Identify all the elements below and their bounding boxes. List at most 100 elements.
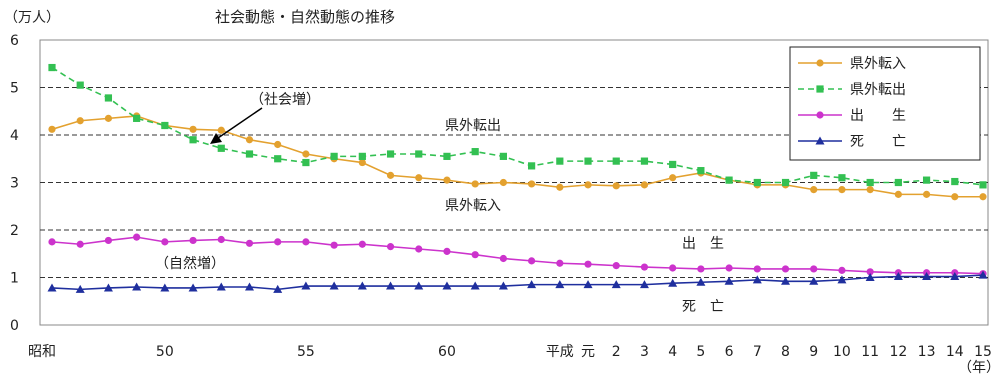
x-tick-label: 8 [781, 344, 790, 360]
y-tick-label: 6 [10, 33, 19, 49]
data-point [443, 247, 451, 255]
data-point [838, 186, 846, 194]
data-point [160, 283, 170, 292]
data-point [781, 276, 791, 285]
data-point [302, 150, 310, 158]
data-point [357, 281, 367, 290]
data-point [696, 277, 706, 286]
series-layer [47, 63, 988, 293]
data-point [443, 152, 451, 160]
data-point [668, 278, 678, 287]
data-point [301, 281, 311, 290]
data-point [330, 241, 338, 249]
data-point [894, 190, 902, 198]
data-point [810, 186, 818, 194]
data-point [274, 238, 282, 246]
legend-label: 死 亡 [850, 134, 906, 150]
data-point [865, 273, 875, 281]
data-point [922, 190, 931, 198]
data-point [725, 176, 733, 184]
data-point [893, 272, 903, 281]
data-point [816, 85, 824, 93]
x-tick-label: 60 [438, 344, 456, 360]
data-point [274, 155, 282, 163]
data-point [329, 281, 339, 290]
data-point [217, 235, 225, 244]
x-tick-label: 元 [581, 344, 595, 360]
annotation-tenshutsu: 県外転出 [445, 118, 501, 134]
data-point [816, 59, 824, 67]
annotation-natural: （自然増） [155, 255, 225, 272]
data-point [528, 180, 536, 188]
x-tick-label: 14 [946, 344, 964, 360]
series-line [51, 236, 984, 275]
data-point [47, 283, 57, 292]
data-point [810, 171, 818, 179]
data-point [669, 160, 677, 169]
data-point [640, 263, 649, 271]
data-point [838, 266, 846, 274]
data-point [838, 174, 846, 182]
data-point [697, 167, 705, 175]
data-point [273, 284, 283, 293]
data-point [75, 284, 85, 293]
data-point [809, 276, 819, 285]
series-line [51, 274, 984, 291]
data-point [244, 282, 254, 291]
y-tick-label: 3 [10, 176, 19, 192]
data-point [894, 178, 902, 187]
series-group [48, 233, 987, 278]
data-point [528, 257, 536, 265]
x-tick-label: 5 [696, 344, 705, 360]
data-point [556, 183, 564, 191]
annotation-tennyu: 県外転入 [445, 198, 501, 214]
data-point [753, 265, 761, 273]
data-point [837, 275, 847, 284]
data-point [386, 150, 395, 158]
x-tick-label: 昭和 [28, 344, 56, 360]
data-point [76, 117, 84, 125]
data-point [104, 236, 113, 245]
data-point [471, 180, 479, 188]
data-point [442, 281, 452, 290]
data-point [48, 238, 56, 246]
series-line [51, 66, 984, 186]
data-point [612, 262, 620, 270]
data-point [584, 260, 592, 268]
data-point [132, 282, 142, 291]
data-point [922, 272, 932, 281]
x-tick-label: 平成 [546, 344, 574, 360]
data-point [443, 176, 451, 184]
data-point [527, 280, 537, 289]
x-tick-label: 2 [612, 344, 621, 360]
x-tick-label: 50 [156, 344, 174, 360]
data-point [669, 264, 677, 272]
annotation-shibou: 死 亡 [682, 299, 724, 315]
data-point [499, 152, 507, 160]
data-point [612, 157, 620, 165]
data-point [697, 265, 705, 273]
y-tick-labels: 0 1 2 3 4 5 6 [10, 33, 19, 334]
data-point [866, 268, 874, 276]
data-point [103, 283, 113, 292]
x-tick-label: 9 [809, 344, 818, 360]
data-point [866, 186, 874, 194]
data-point [498, 281, 508, 290]
data-point [133, 233, 141, 241]
data-point [556, 259, 564, 267]
data-point [583, 280, 593, 289]
annotation-shussei: 出 生 [682, 236, 724, 252]
data-point [302, 158, 310, 167]
data-point [217, 126, 225, 134]
y-tick-label: 0 [10, 318, 19, 334]
data-point [104, 94, 113, 102]
data-point [48, 125, 56, 133]
legend-label: 出 生 [850, 108, 906, 124]
data-point [302, 238, 310, 246]
data-point [245, 136, 254, 144]
data-point [76, 81, 84, 89]
data-point [612, 182, 620, 190]
data-point [781, 178, 790, 187]
data-point [584, 181, 592, 189]
data-point [640, 181, 649, 189]
